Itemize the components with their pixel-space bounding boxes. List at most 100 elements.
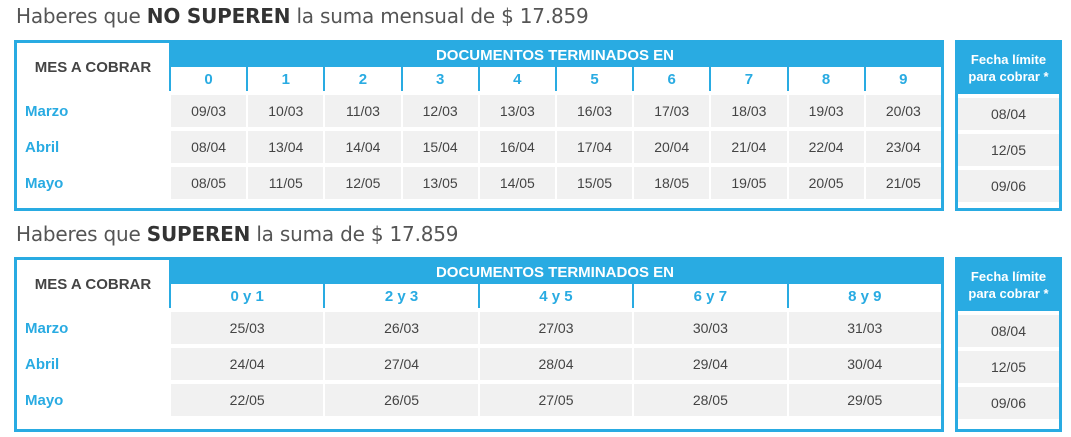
section2-column-header: 8 y 9 <box>786 284 941 308</box>
section1-date-cell: 17/04 <box>554 131 633 163</box>
section1-date-cell: 17/03 <box>632 95 710 127</box>
section1-column-header: 7 <box>709 67 787 91</box>
section1-date-cell: 15/04 <box>400 131 478 163</box>
section1-date-cell: 21/05 <box>863 167 941 199</box>
section2-date-cell: 30/04 <box>786 348 941 380</box>
section1-month-label: Mayo <box>17 167 169 199</box>
section1-date-cell: 16/04 <box>477 131 555 163</box>
section1-title-bold: NO SUPEREN <box>146 4 291 28</box>
section2-deadline-cell: 12/05 <box>958 351 1059 383</box>
section1-date-cell: 12/05 <box>323 167 401 199</box>
section2-deadline-cell: 09/06 <box>958 387 1059 419</box>
section2-title-suffix: la suma de $ 17.859 <box>250 222 459 246</box>
section2-table: MES A COBRAR DOCUMENTOS TERMINADOS EN 0 … <box>17 260 941 416</box>
section1-date-cell: 20/05 <box>786 167 864 199</box>
section1-date-cell: 11/05 <box>246 167 324 199</box>
section2-date-cell: 31/03 <box>786 312 941 344</box>
section1-deadline-header-line2: para cobrar * <box>968 69 1049 84</box>
table-row: Abril 24/04 27/04 28/04 29/04 30/04 <box>17 348 941 380</box>
section1-column-header: 8 <box>786 67 864 91</box>
section2-deadline-header-line2: para cobrar * <box>968 286 1049 301</box>
table-row: Marzo 25/03 26/03 27/03 30/03 31/03 <box>17 312 941 344</box>
section1-date-cell: 12/03 <box>400 95 478 127</box>
section2-column-header: 2 y 3 <box>323 284 478 308</box>
section1-date-cell: 19/05 <box>709 167 787 199</box>
section1-column-header: 5 <box>554 67 633 91</box>
section2-deadline-cell: 08/04 <box>958 315 1059 347</box>
section2-date-cell: 25/03 <box>169 312 324 344</box>
section1-mes-header: MES A COBRAR <box>17 43 169 91</box>
section1-date-cell: 15/05 <box>554 167 633 199</box>
section2-title: Haberes que SUPEREN la suma de $ 17.859 <box>16 222 459 246</box>
section2-deadline-header: Fecha límite para cobrar * <box>958 260 1059 311</box>
row-gap <box>17 344 941 348</box>
section1-docs-header: DOCUMENTOS TERMINADOS EN <box>169 43 941 67</box>
section1-column-header: 2 <box>323 67 401 91</box>
section1-deadline-cell: 08/04 <box>958 98 1059 130</box>
table-row: Mayo 08/05 11/05 12/05 13/05 14/05 15/05 18/05 1… <box>17 167 941 199</box>
section2-date-cell: 26/05 <box>323 384 478 416</box>
section1-title: Haberes que NO SUPEREN la suma mensual d… <box>16 4 589 28</box>
section2-date-cell: 29/04 <box>632 348 787 380</box>
section1-date-cell: 18/03 <box>709 95 787 127</box>
table-row: Marzo 09/03 10/03 11/03 12/03 13/03 16/03 17/03… <box>17 95 941 127</box>
section1-date-cell: 13/04 <box>246 131 324 163</box>
section1-deadline-header-line1: Fecha límite <box>970 52 1047 67</box>
section2-date-cell: 28/05 <box>632 384 787 416</box>
section1-deadline-cell: 12/05 <box>958 134 1059 166</box>
section2-date-cell: 22/05 <box>169 384 324 416</box>
section2-title-bold: SUPEREN <box>146 222 251 246</box>
section2-deadline-header-line1: Fecha límite <box>970 269 1047 284</box>
section2-date-cell: 30/03 <box>632 312 787 344</box>
section2-column-header: 0 y 1 <box>169 284 324 308</box>
table-row: Abril 08/04 13/04 14/04 15/04 16/04 17/04 20/04… <box>17 131 941 163</box>
section1-date-cell: 20/03 <box>863 95 941 127</box>
section2-docs-header: DOCUMENTOS TERMINADOS EN <box>169 260 941 284</box>
section1-column-header: 4 <box>477 67 555 91</box>
section2-column-header: 6 y 7 <box>632 284 787 308</box>
section1-date-cell: 13/03 <box>477 95 555 127</box>
section2-month-label: Mayo <box>17 384 169 416</box>
section2-date-cell: 27/05 <box>477 384 633 416</box>
section1-month-label: Abril <box>17 131 169 163</box>
section1-date-cell: 11/03 <box>323 95 401 127</box>
section1-title-prefix: Haberes que <box>16 4 147 28</box>
section1-column-header: 1 <box>246 67 324 91</box>
section1-date-cell: 18/05 <box>632 167 710 199</box>
section2-date-cell: 24/04 <box>169 348 324 380</box>
section1-date-cell: 08/05 <box>169 167 247 199</box>
section1-date-cell: 21/04 <box>709 131 787 163</box>
section1-date-cell: 16/03 <box>554 95 633 127</box>
section2-schedule-table: MES A COBRAR DOCUMENTOS TERMINADOS EN 0 … <box>14 257 944 432</box>
row-gap <box>17 308 941 312</box>
section1-date-cell: 20/04 <box>632 131 710 163</box>
section1-deadline-header: Fecha límite para cobrar * <box>958 43 1059 94</box>
section1-date-cell: 10/03 <box>246 95 324 127</box>
section2-month-label: Marzo <box>17 312 169 344</box>
row-gap <box>17 91 941 95</box>
section2-month-label: Abril <box>17 348 169 380</box>
section1-date-cell: 08/04 <box>169 131 247 163</box>
section2-deadline-box: Fecha límite para cobrar * 08/04 12/05 09/… <box>955 257 1062 432</box>
section2-date-cell: 28/04 <box>477 348 633 380</box>
section1-column-header: 3 <box>400 67 478 91</box>
section1-date-cell: 14/05 <box>477 167 555 199</box>
section1-date-cell: 23/04 <box>863 131 941 163</box>
section1-date-cell: 14/04 <box>323 131 401 163</box>
section1-date-cell: 22/04 <box>786 131 864 163</box>
table-row: Mayo 22/05 26/05 27/05 28/05 29/05 <box>17 384 941 416</box>
section2-date-cell: 27/04 <box>323 348 478 380</box>
section1-date-cell: 19/03 <box>786 95 864 127</box>
section2-date-cell: 29/05 <box>786 384 941 416</box>
section2-column-header: 4 y 5 <box>477 284 633 308</box>
section1-deadline-cell: 09/06 <box>958 170 1059 202</box>
section1-column-header: 0 <box>169 67 247 91</box>
section1-column-header: 6 <box>632 67 710 91</box>
section1-month-label: Marzo <box>17 95 169 127</box>
section2-title-prefix: Haberes que <box>16 222 147 246</box>
row-gap <box>17 163 941 167</box>
section2-mes-header: MES A COBRAR <box>17 260 169 308</box>
section2-date-cell: 27/03 <box>477 312 633 344</box>
